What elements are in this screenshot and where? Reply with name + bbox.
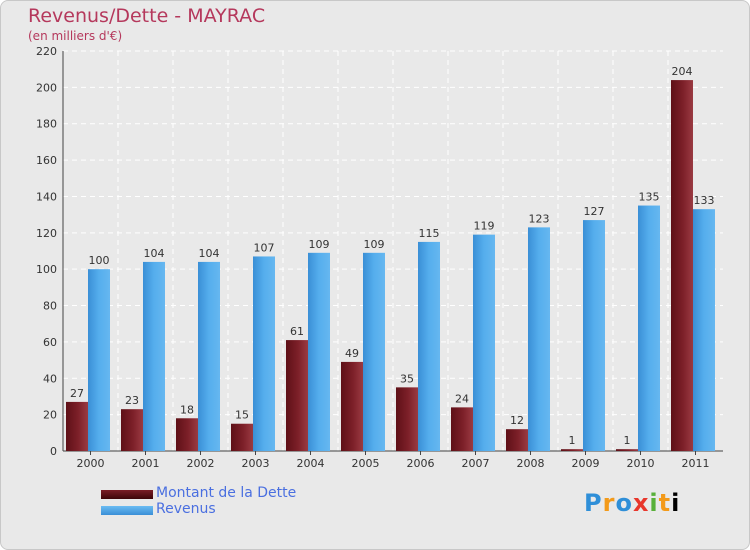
bar-dette-2009 [561,449,583,451]
value-label-dette-2004: 61 [290,325,304,338]
value-label-revenus-2008: 123 [529,212,550,225]
bar-dette-2005 [341,361,363,451]
x-tick-label: 2007 [462,457,490,470]
y-tick-label: 20 [43,409,57,422]
value-label-dette-2006: 35 [400,372,414,385]
bar-revenus-2003 [253,256,275,451]
value-label-revenus-2002: 104 [199,247,220,260]
bars-layer [66,80,715,451]
x-tick-label: 2003 [242,457,270,470]
bar-revenus-2006 [418,241,440,451]
value-label-revenus-2004: 109 [309,238,330,251]
bar-revenus-2002 [198,261,220,451]
bar-revenus-2005 [363,252,385,451]
value-label-revenus-2009: 127 [584,205,605,218]
value-label-revenus-2001: 104 [144,247,165,260]
x-tick-label: 2004 [297,457,325,470]
logo-letter: x [632,489,650,517]
y-tick-label: 220 [36,45,57,58]
value-label-dette-2000: 27 [70,387,84,400]
logo-letter: t [658,489,672,517]
x-tick-label: 2009 [572,457,600,470]
value-label-revenus-2003: 107 [254,241,275,254]
y-tick-label: 40 [43,372,57,385]
legend-label-revenus: Revenus [156,501,216,517]
value-label-revenus-2005: 109 [364,238,385,251]
bar-dette-2008 [506,429,528,451]
x-tick-label: 2008 [517,457,545,470]
logo-letter: i [671,489,681,517]
bar-revenus-2011 [693,209,715,451]
x-tick-label: 2011 [682,457,710,470]
logo-letter: o [615,489,633,517]
y-tick-label: 100 [36,263,57,276]
x-tick-label: 2001 [132,457,160,470]
logo-letter: r [602,489,616,517]
value-label-revenus-2006: 115 [419,227,440,240]
bar-revenus-2007 [473,234,495,451]
bar-dette-2001 [121,409,143,451]
x-tick-label: 2000 [77,457,105,470]
proxiti-logo: Proxiti [584,489,680,517]
y-tick-label: 200 [36,81,57,94]
bar-revenus-2010 [638,205,660,451]
value-label-dette-2007: 24 [455,392,469,405]
value-label-revenus-2000: 100 [89,254,110,267]
bar-revenus-2009 [583,220,605,451]
y-tick-label: 140 [36,190,57,203]
value-label-dette-2003: 15 [235,409,249,422]
bar-revenus-2004 [308,252,330,451]
legend-swatch-dette [101,490,153,499]
value-label-revenus-2011: 133 [694,194,715,207]
labels-layer: 0 20 40 60 80 100 120 140 160 180 200 220 27 100 2000 2… [36,45,715,470]
bar-dette-2010 [616,449,638,451]
grid-layer [62,50,723,455]
value-label-dette-2010: 1 [624,434,631,447]
bar-revenus-2001 [143,261,165,451]
bar-dette-2011 [671,80,693,451]
legend-label-dette: Montant de la Dette [156,485,297,501]
value-label-revenus-2007: 119 [474,220,495,233]
value-label-dette-2005: 49 [345,347,359,360]
value-label-dette-2002: 18 [180,403,194,416]
y-tick-label: 160 [36,154,57,167]
legend-swatch-revenus [101,506,153,515]
value-label-dette-2009: 1 [569,434,576,447]
y-tick-label: 180 [36,118,57,131]
logo-letter: P [584,489,603,517]
y-tick-label: 0 [50,445,57,458]
value-label-dette-2011: 204 [672,65,693,78]
value-label-dette-2001: 23 [125,394,139,407]
x-tick-label: 2002 [187,457,215,470]
bar-revenus-2000 [88,269,110,451]
value-label-revenus-2010: 135 [639,191,660,204]
chart-subtitle: (en milliers d'€) [28,29,123,43]
y-tick-label: 80 [43,300,57,313]
bar-dette-2003 [231,423,253,451]
x-tick-label: 2010 [627,457,655,470]
value-label-dette-2008: 12 [510,414,524,427]
chart-title: Revenus/Dette - MAYRAC [28,5,266,27]
bar-dette-2002 [176,418,198,451]
y-tick-label: 120 [36,227,57,240]
bar-dette-2007 [451,407,473,451]
bar-dette-2000 [66,401,88,451]
x-tick-label: 2005 [352,457,380,470]
x-tick-label: 2006 [407,457,435,470]
bar-dette-2006 [396,387,418,451]
bar-dette-2004 [286,340,308,451]
y-tick-label: 60 [43,336,57,349]
bar-revenus-2008 [528,227,550,451]
logo-letter: i [649,489,659,517]
